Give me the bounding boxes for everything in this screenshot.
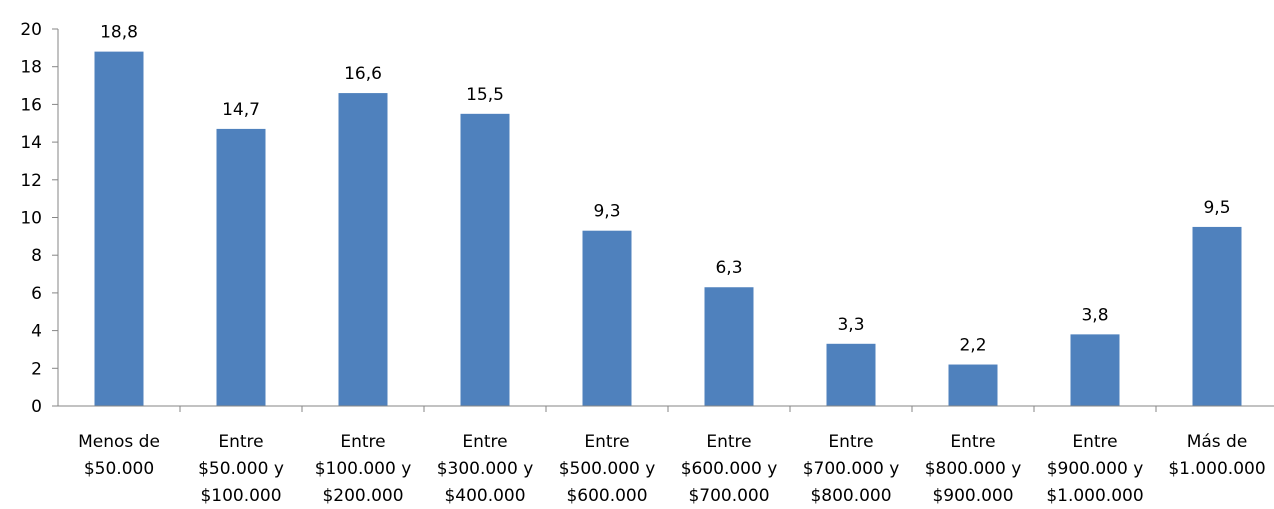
y-tick-label: 6 xyxy=(31,284,42,304)
category-label: Entre $500.000 y $600.000 xyxy=(559,432,656,506)
category-label-line: $100.000 xyxy=(200,486,281,506)
category-label-line: $800.000 xyxy=(810,486,891,506)
y-tick-label: 2 xyxy=(31,359,42,379)
category-label-line: Entre xyxy=(340,432,385,452)
category-label: Entre $800.000 y $900.000 xyxy=(925,432,1022,506)
category-label-line: $1.000.000 xyxy=(1046,486,1143,506)
y-tick-label: 4 xyxy=(31,322,42,342)
bar-value-label: 3,3 xyxy=(837,315,864,335)
category-label-line: $50.000 xyxy=(84,459,154,479)
category-label-line: $800.000 y xyxy=(925,459,1022,479)
category-label-line: Entre xyxy=(462,432,507,452)
bars xyxy=(94,51,1242,407)
category-label-line: Entre xyxy=(950,432,995,452)
category-label-line: Entre xyxy=(828,432,873,452)
category-label-line: $100.000 y xyxy=(315,459,412,479)
bar-value-label: 16,6 xyxy=(344,64,382,84)
bar-value-label: 15,5 xyxy=(466,85,504,105)
bar xyxy=(94,51,144,407)
bar-value-label: 9,5 xyxy=(1203,198,1230,218)
category-label-line: $1.000.000 xyxy=(1168,459,1265,479)
data-labels: 18,8 14,7 16,6 15,5 9,3 6,3 3,3 2,2 3,8 9,5 xyxy=(100,23,1230,356)
category-label-line: $900.000 xyxy=(932,486,1013,506)
category-label-line: $400.000 xyxy=(444,486,525,506)
category-label-line: Más de xyxy=(1187,432,1248,452)
category-label: Entre $900.000 y $1.000.000 xyxy=(1046,432,1143,506)
category-label-line: $700.000 xyxy=(688,486,769,506)
category-label-line: Entre xyxy=(584,432,629,452)
category-label-line: Menos de xyxy=(78,432,160,452)
y-tick-label: 10 xyxy=(20,209,42,229)
bar xyxy=(1192,226,1242,406)
y-tick-label: 12 xyxy=(20,171,42,191)
bar-value-label: 6,3 xyxy=(715,258,742,278)
y-tick-label: 8 xyxy=(31,246,42,266)
bar-value-label: 3,8 xyxy=(1081,305,1108,325)
category-label: Entre $300.000 y $400.000 xyxy=(437,432,534,506)
category-label: Entre $700.000 y $800.000 xyxy=(803,432,900,506)
category-label-line: Entre xyxy=(218,432,263,452)
y-tick-label: 16 xyxy=(20,95,42,115)
bar-value-label: 14,7 xyxy=(222,100,260,120)
category-label-line: $500.000 y xyxy=(559,459,656,479)
bar xyxy=(460,113,510,406)
bar xyxy=(826,343,876,406)
category-label: Menos de $50.000 xyxy=(78,432,160,479)
y-tick-label: 18 xyxy=(20,58,42,78)
y-tick-label: 14 xyxy=(20,133,42,153)
bar xyxy=(582,230,632,406)
y-axis-ticks: 0 2 4 6 8 10 12 14 16 18 20 xyxy=(20,20,58,417)
bar xyxy=(1070,334,1120,406)
bar xyxy=(948,364,998,406)
category-label-line: $600.000 y xyxy=(681,459,778,479)
category-label: Entre $100.000 y $200.000 xyxy=(315,432,412,506)
category-label-line: $300.000 y xyxy=(437,459,534,479)
category-label: Más de $1.000.000 xyxy=(1168,432,1265,479)
bar-value-label: 9,3 xyxy=(593,202,620,222)
bar xyxy=(704,287,754,406)
category-label-line: $600.000 xyxy=(566,486,647,506)
category-label: Entre $50.000 y $100.000 xyxy=(198,432,284,506)
bar xyxy=(216,128,266,406)
bar-value-label: 2,2 xyxy=(959,336,986,356)
y-tick-label: 0 xyxy=(31,397,42,417)
y-tick-label: 20 xyxy=(20,20,42,40)
bar-value-label: 18,8 xyxy=(100,23,138,43)
bar xyxy=(338,93,388,406)
category-label-line: $50.000 y xyxy=(198,459,284,479)
x-axis-ticks xyxy=(179,406,1157,412)
category-label-line: Entre xyxy=(1072,432,1117,452)
category-label-line: Entre xyxy=(706,432,751,452)
category-label-line: $200.000 xyxy=(322,486,403,506)
category-label-line: $900.000 y xyxy=(1047,459,1144,479)
category-label-line: $700.000 y xyxy=(803,459,900,479)
category-label: Entre $600.000 y $700.000 xyxy=(681,432,778,506)
